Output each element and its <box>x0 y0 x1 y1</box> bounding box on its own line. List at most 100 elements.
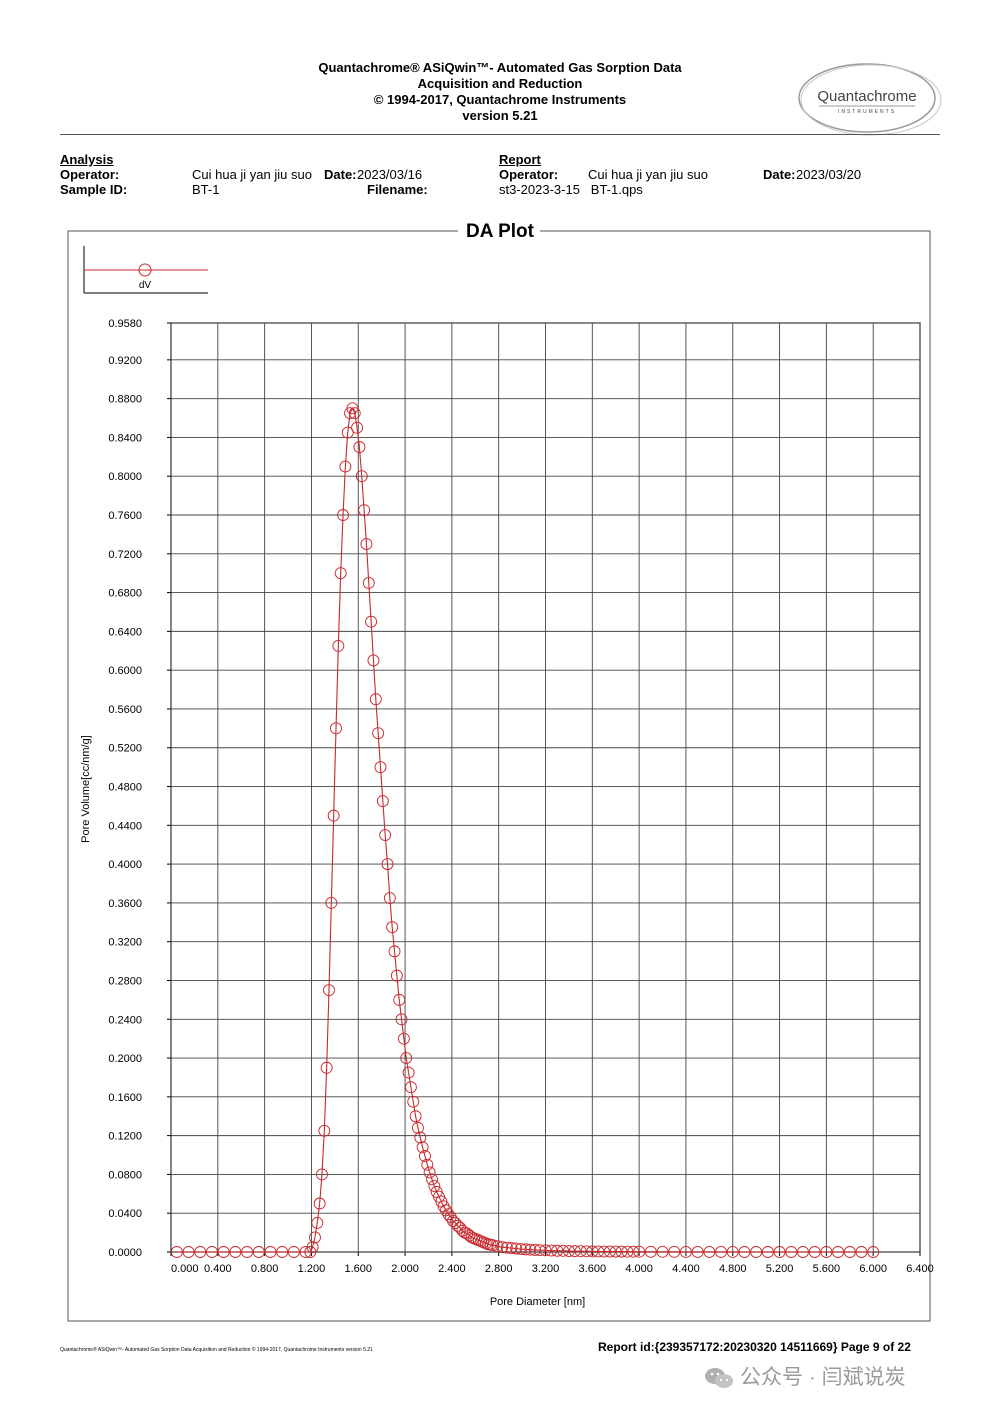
data-point <box>580 1245 593 1258</box>
data-point <box>419 1150 431 1162</box>
x-tick-label: 4.000 <box>625 1263 653 1275</box>
data-point <box>785 1246 798 1258</box>
data-point <box>400 1052 413 1065</box>
y-tick-label: 0.8400 <box>108 432 142 444</box>
data-point <box>451 1219 464 1232</box>
data-point <box>252 1246 265 1258</box>
y-tick-label: 0.2000 <box>108 1053 142 1065</box>
y-tick-label: 0.2400 <box>108 1014 142 1026</box>
data-point <box>486 1239 499 1252</box>
data-point <box>715 1245 727 1258</box>
data-point <box>362 576 375 589</box>
data-point <box>194 1246 207 1258</box>
data-point <box>323 984 335 997</box>
chart-title: DA Plot <box>466 221 535 242</box>
data-point <box>332 639 345 652</box>
chart-labels: DA Plot Pore Diameter [nm] Pore Volume[cc/… <box>80 221 585 1308</box>
x-tick-label: 1.200 <box>298 1263 326 1275</box>
y-tick-label: 0.6400 <box>108 626 142 638</box>
data-point <box>379 829 392 841</box>
header-line-1: Quantachrome® ASiQwin™- Automated Gas So… <box>318 60 682 75</box>
chart-tick-labels: 0.000 0.400 0.800 1.200 1.600 2.000 2.400 2.800… <box>108 318 933 1275</box>
header-line-3: © 1994-2017, Quantachrome Instruments <box>373 92 627 107</box>
logo-subtext: INSTRUMENTS <box>838 109 896 115</box>
x-tick-label: 5.600 <box>813 1263 841 1275</box>
chart-series <box>170 402 880 1258</box>
analysis-filename-label: Filename: <box>367 182 428 197</box>
data-point <box>311 1216 324 1229</box>
y-tick-label: 0.4000 <box>108 859 142 871</box>
x-tick-label: 3.200 <box>532 1263 560 1275</box>
y-tick-label: 0.9580 <box>108 318 142 330</box>
y-tick-label: 0.0800 <box>108 1169 142 1181</box>
data-point <box>797 1246 809 1258</box>
x-tick-label: 1.600 <box>344 1263 372 1275</box>
data-point <box>867 1246 880 1258</box>
data-point <box>404 1081 417 1094</box>
data-point <box>369 693 382 706</box>
data-point <box>358 504 371 517</box>
data-point <box>598 1245 610 1258</box>
y-tick-label: 0.1600 <box>108 1092 142 1104</box>
data-point <box>409 1110 422 1123</box>
data-point <box>388 945 401 958</box>
x-tick-label: 0.800 <box>251 1263 279 1275</box>
footer-software-note: Quantachrome® ASiQwin™- Automated Gas So… <box>60 1347 373 1353</box>
y-tick-label: 0.7600 <box>108 510 142 522</box>
data-point <box>568 1245 581 1258</box>
data-point <box>341 426 354 439</box>
y-tick-label: 0.9200 <box>108 355 142 367</box>
analysis-operator-value: Cui hua ji yan jiu suo <box>192 167 312 182</box>
data-point <box>318 1124 331 1137</box>
header-line-2: Acquisition and Reduction <box>417 76 583 91</box>
series-line-dV <box>176 407 874 1253</box>
data-point <box>644 1245 657 1258</box>
data-point <box>313 1197 326 1210</box>
data-point <box>843 1246 856 1258</box>
analysis-heading: Analysis <box>60 152 114 167</box>
data-point <box>390 969 403 982</box>
x-tick-label: 6.400 <box>906 1263 934 1275</box>
x-tick-label: 4.800 <box>719 1263 747 1275</box>
data-point <box>454 1221 467 1234</box>
data-point <box>703 1245 716 1258</box>
data-point <box>442 1208 455 1221</box>
data-point <box>407 1095 420 1108</box>
data-point <box>505 1242 518 1255</box>
data-point <box>334 567 347 580</box>
data-point <box>738 1246 751 1258</box>
data-point <box>360 538 373 551</box>
y-axis-label: Pore Volume[cc/nm/g] <box>80 735 92 843</box>
data-point <box>539 1244 552 1257</box>
analysis-sample-value: BT-1 <box>192 182 220 197</box>
legend-marker <box>138 263 152 277</box>
data-point <box>416 1141 429 1154</box>
y-tick-label: 0.7200 <box>108 549 142 561</box>
data-point <box>276 1246 289 1258</box>
data-point <box>510 1242 523 1255</box>
data-point <box>414 1131 427 1144</box>
data-point <box>182 1246 195 1258</box>
data-point <box>562 1245 575 1257</box>
analysis-sample-label: Sample ID: <box>60 182 128 197</box>
data-point <box>633 1245 646 1258</box>
report-header: Quantachrome® ASiQwin™- Automated Gas So… <box>240 60 760 124</box>
data-point <box>393 993 406 1006</box>
data-point <box>306 1241 319 1254</box>
data-point <box>621 1245 634 1258</box>
report-filename-value: st3-2023-3-15 BT-1.qps <box>499 182 643 197</box>
header-line-4: version 5.21 <box>462 108 538 123</box>
x-tick-label: 0.400 <box>204 1263 232 1275</box>
data-point <box>327 809 340 822</box>
header-divider <box>60 134 940 135</box>
data-point <box>426 1173 438 1186</box>
data-point <box>491 1240 504 1253</box>
data-point <box>241 1246 254 1258</box>
x-axis-label: Pore Diameter [nm] <box>490 1296 585 1308</box>
data-point <box>411 1121 424 1134</box>
data-point <box>679 1245 692 1258</box>
report-date-label: Date: <box>763 167 796 182</box>
data-point <box>500 1241 513 1254</box>
data-point <box>423 1166 436 1179</box>
